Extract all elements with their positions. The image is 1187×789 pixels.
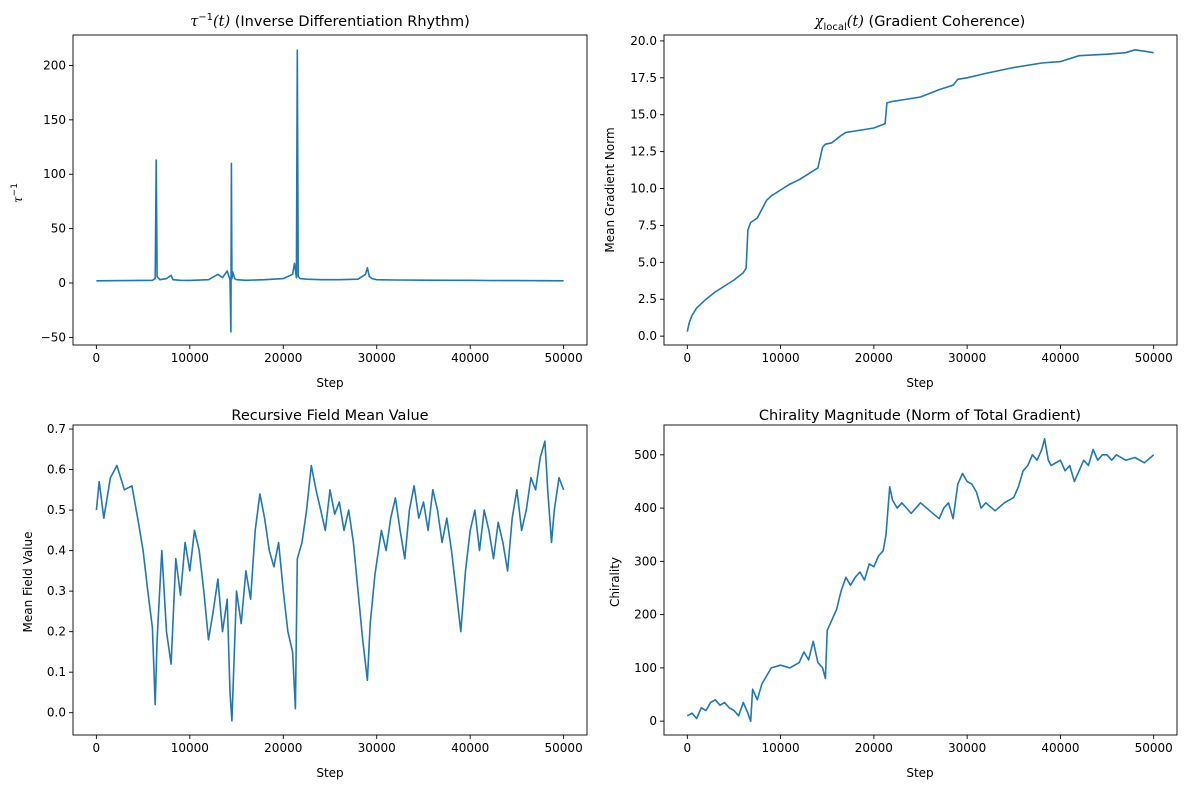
y-tick-label: 0 — [58, 276, 66, 290]
plot-frame — [72, 34, 588, 346]
x-tick-label: 50000 — [1135, 351, 1173, 365]
y-tick-label: 150 — [43, 113, 66, 127]
chart-title: Chirality Magnitude (Norm of Total Gradi… — [759, 408, 1081, 424]
y-tick-label: 0.5 — [47, 503, 66, 517]
x-tick-label: 30000 — [948, 741, 986, 755]
x-tick-label: 50000 — [545, 741, 583, 755]
y-tick-label: 7.5 — [638, 218, 657, 232]
chart-title: χlocal(t) (Gradient Coherence) — [814, 14, 1026, 33]
x-tick-label: 20000 — [264, 351, 302, 365]
x-tick-label: 40000 — [1041, 351, 1079, 365]
y-axis-label: Chirality — [608, 557, 622, 607]
y-tick-label: 200 — [634, 608, 657, 622]
y-tick-label: 15.0 — [630, 108, 657, 122]
x-axis-label: Step — [316, 376, 343, 390]
y-axis-label: Mean Field Value — [21, 532, 35, 633]
y-tick-label: 0.0 — [638, 329, 657, 343]
x-tick-label: 30000 — [358, 351, 396, 365]
y-tick-label: 300 — [634, 554, 657, 568]
plot-frame — [663, 424, 1178, 736]
chart-title: Recursive Field Mean Value — [231, 408, 428, 424]
y-tick-label: 0.2 — [47, 625, 66, 639]
chart-recursive-field-mean-value: Recursive Field Mean Value Step Mean Fie… — [21, 408, 588, 780]
chart-gradient-coherence: χlocal(t) (Gradient Coherence) Step Mean… — [603, 14, 1178, 390]
plot-frame — [72, 424, 588, 736]
y-tick-label: 0.7 — [47, 422, 66, 436]
data-line — [686, 437, 1155, 723]
x-tick-label: 20000 — [855, 741, 893, 755]
x-tick-label: 40000 — [1041, 741, 1079, 755]
y-tick-label: 400 — [634, 501, 657, 515]
y-tick-label: 17.5 — [630, 71, 657, 85]
x-tick-label: 50000 — [545, 351, 583, 365]
x-axis-label: Step — [906, 376, 933, 390]
data-line — [95, 440, 565, 722]
x-tick-label: 0 — [683, 351, 691, 365]
y-tick-label: 0.1 — [47, 665, 66, 679]
y-tick-label: 10.0 — [630, 182, 657, 196]
x-axis-label: Step — [906, 766, 933, 780]
y-tick-label: 2.5 — [638, 292, 657, 306]
data-line — [96, 49, 564, 333]
x-tick-label: 40000 — [451, 741, 489, 755]
x-tick-label: 50000 — [1135, 741, 1173, 755]
x-tick-label: 20000 — [264, 741, 302, 755]
chart-inverse-differentiation-rhythm: τ−1(t) (Inverse Differentiation Rhythm) … — [10, 12, 588, 390]
y-tick-label: 50 — [51, 222, 66, 236]
y-tick-label: 0.4 — [47, 544, 66, 558]
y-axis-label: Mean Gradient Norm — [603, 127, 617, 252]
x-tick-label: 20000 — [855, 351, 893, 365]
y-tick-label: 100 — [43, 167, 66, 181]
x-tick-label: 10000 — [171, 741, 209, 755]
y-tick-label: 100 — [634, 661, 657, 675]
x-tick-label: 0 — [93, 741, 101, 755]
y-tick-label: 200 — [43, 58, 66, 72]
y-tick-label: 0.6 — [47, 463, 66, 477]
y-tick-label: 500 — [634, 448, 657, 462]
y-tick-label: 5.0 — [638, 255, 657, 269]
data-line — [686, 48, 1154, 332]
y-tick-label: 20.0 — [630, 34, 657, 48]
x-tick-label: 10000 — [761, 741, 799, 755]
y-tick-label: −50 — [41, 330, 66, 344]
chart-chirality-magnitude: Chirality Magnitude (Norm of Total Gradi… — [608, 408, 1178, 780]
chart-title: τ−1(t) (Inverse Differentiation Rhythm) — [190, 12, 470, 30]
x-tick-label: 0 — [683, 741, 691, 755]
y-tick-label: 12.5 — [630, 145, 657, 159]
x-tick-label: 30000 — [358, 741, 396, 755]
x-tick-label: 30000 — [948, 351, 986, 365]
x-tick-label: 10000 — [171, 351, 209, 365]
y-tick-label: 0.0 — [47, 706, 66, 720]
x-tick-label: 0 — [93, 351, 101, 365]
y-tick-label: 0 — [649, 714, 657, 728]
x-axis-label: Step — [316, 766, 343, 780]
y-axis-label: τ−1 — [10, 183, 25, 203]
x-tick-label: 10000 — [761, 351, 799, 365]
y-tick-label: 0.3 — [47, 584, 66, 598]
x-tick-label: 40000 — [451, 351, 489, 365]
plot-frame — [663, 34, 1178, 346]
